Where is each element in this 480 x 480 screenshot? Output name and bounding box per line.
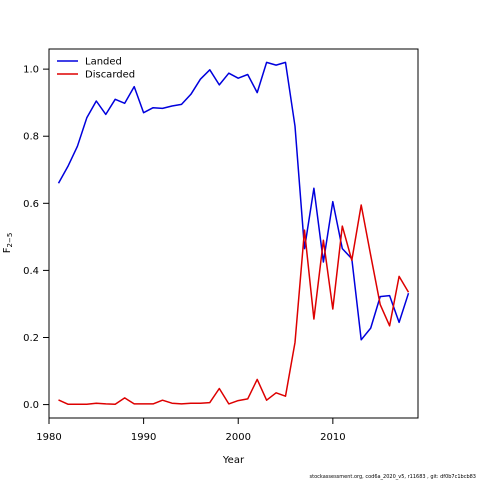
y-tick-label: 1.0 [23, 65, 39, 76]
y-tick-label: 0.8 [23, 132, 39, 143]
y-tick-label: 0.6 [23, 199, 39, 210]
x-tick-label: 1980 [36, 432, 61, 443]
x-axis: 1980 1990 2000 2010 [36, 418, 346, 443]
x-tick-label: 1990 [131, 432, 156, 443]
y-axis-title-main: F [2, 247, 13, 253]
legend: Landed Discarded [57, 57, 135, 81]
y-axis: 0.0 0.2 0.4 0.6 0.8 1.0 [23, 65, 49, 411]
x-axis-title: Year [222, 455, 245, 466]
y-axis-title: F2−5 [2, 233, 14, 254]
series-layer [57, 61, 410, 405]
y-tick-label: 0.4 [23, 266, 39, 277]
legend-label-discarded: Discarded [85, 70, 135, 81]
footer-note: stockassessment.org, cod6a_2020_v5, r116… [310, 474, 476, 480]
x-tick-label: 2000 [226, 432, 251, 443]
plot-frame [48, 48, 419, 419]
series-line-discarded [58, 204, 410, 405]
legend-label-landed: Landed [85, 57, 122, 68]
x-tick-label: 2010 [320, 432, 345, 443]
y-axis-title-sub: 2−5 [6, 233, 14, 248]
y-tick-label: 0.0 [23, 400, 39, 411]
series-line-landed [57, 61, 410, 341]
y-tick-label: 0.2 [23, 333, 39, 344]
